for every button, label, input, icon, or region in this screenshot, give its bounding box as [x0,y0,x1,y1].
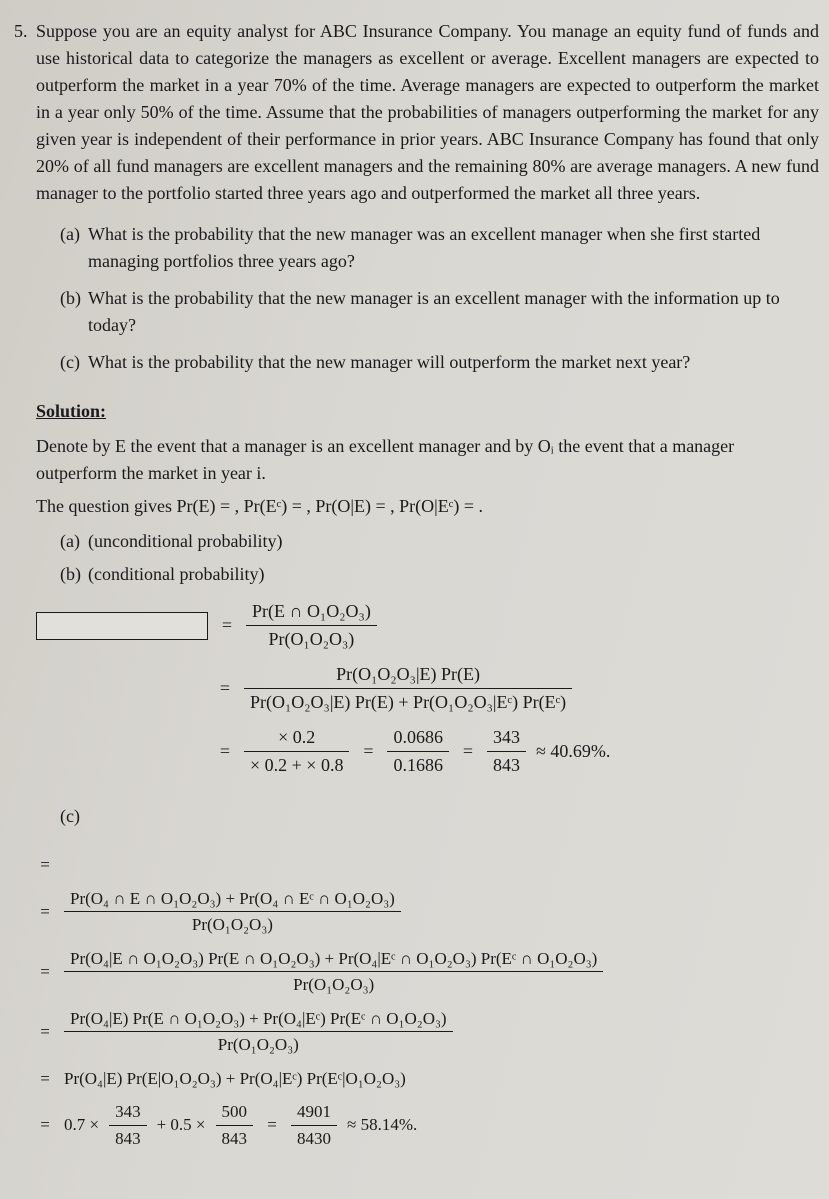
c-frac-1: Pr(O₄ ∩ E ∩ O₁O₂O₃) + Pr(O₄ ∩ Eᶜ ∩ O₁O₂O… [64,886,401,938]
solution-denote: Denote by E the event that a manager is … [36,433,819,487]
bayes-l3b-den: 0.1686 [387,752,449,779]
c-line-3: = Pr(O₄|E) Pr(E ∩ O₁O₂O₃) + Pr(O₄|Eᶜ) Pr… [36,1006,819,1058]
soln-a-label: (a) [60,528,80,555]
equals-icon: = [218,612,236,639]
bayes-frac-2: Pr(O₁O₂O₃|E) Pr(E) Pr(O₁O₂O₃|E) Pr(E) + … [244,661,572,716]
equals-icon: = [216,675,234,702]
c-l5-f2d: 843 [216,1126,254,1152]
c-line-5: = 0.7 × 343 843 + 0.5 × 500 843 = 4901 8… [36,1099,819,1151]
c-frac-2: Pr(O₄|E ∩ O₁O₂O₃) Pr(E ∩ O₁O₂O₃) + Pr(O₄… [64,946,603,998]
solution-heading: Solution: [36,398,819,425]
given-3: Pr(O|E) = , [315,496,394,516]
bayes-l3c-num: 343 [487,724,526,752]
bayes-line-2: = Pr(O₁O₂O₃|E) Pr(E) Pr(O₁O₂O₃|E) Pr(E) … [36,661,819,716]
bayes-line-1: = Pr(E ∩ O₁O₂O₃) Pr(O₁O₂O₃) [36,598,819,653]
bayes-line-3: = × 0.2 × 0.2 + × 0.8 = 0.0686 0.1686 = … [36,724,819,779]
soln-c-label: (c) [60,803,819,830]
c-l1-den: Pr(O₁O₂O₃) [64,912,401,938]
part-b-label: (b) [60,285,81,312]
part-a-text: What is the probability that the new man… [88,224,760,271]
equals-icon: = [36,852,54,878]
given-line: The question gives Pr(E) = , Pr(Eᶜ) = , … [36,493,819,520]
c-l5-f3n: 4901 [291,1099,337,1126]
equals-icon: = [263,1112,281,1138]
equals-icon: = [36,959,54,985]
c-frac-5b: 500 843 [216,1099,254,1151]
c-l3-den: Pr(O₁O₂O₃) [64,1032,453,1058]
equals-icon: = [359,738,377,765]
bayes-approx: ≈ 40.69%. [536,738,610,765]
given-1: Pr(E) = , [176,496,239,516]
c-l5-f3d: 8430 [291,1126,337,1152]
c-l5-f1n: 343 [109,1099,147,1126]
c-line-1: = Pr(O₄ ∩ E ∩ O₁O₂O₃) + Pr(O₄ ∩ Eᶜ ∩ O₁O… [36,886,819,938]
given-4: Pr(O|Eᶜ) = . [399,496,483,516]
problem-number: 5. [14,18,36,45]
c-l5-f2n: 500 [216,1099,254,1126]
bayes-l2-den: Pr(O₁O₂O₃|E) Pr(E) + Pr(O₁O₂O₃|Eᶜ) Pr(Eᶜ… [244,689,572,716]
problem-statement: Suppose you are an equity analyst for AB… [36,21,819,203]
bayes-l1-num: Pr(E ∩ O₁O₂O₃) [246,598,377,626]
bayes-l3c-den: 843 [487,752,526,779]
bayes-block: = Pr(E ∩ O₁O₂O₃) Pr(O₁O₂O₃) = Pr(O₁O₂O₃|… [36,594,819,783]
bayes-l1-den: Pr(O₁O₂O₃) [246,626,377,653]
c-frac-5a: 343 843 [109,1099,147,1151]
part-c-text: What is the probability that the new man… [88,352,690,372]
bayes-l3b-num: 0.0686 [387,724,449,752]
solution-part-a: (a) (unconditional probability) [60,528,819,555]
c-line-0: = [36,852,819,878]
bayes-frac-3c: 343 843 [487,724,526,779]
part-c-block: = = Pr(O₄ ∩ E ∩ O₁O₂O₃) + Pr(O₄ ∩ Eᶜ ∩ O… [36,848,819,1155]
equals-icon: = [36,1066,54,1092]
given-prefix: The question gives [36,496,176,516]
part-a-label: (a) [60,221,80,248]
c-l3-num: Pr(O₄|E) Pr(E ∩ O₁O₂O₃) + Pr(O₄|Eᶜ) Pr(E… [64,1006,453,1033]
part-b: (b) What is the probability that the new… [60,285,819,339]
equals-icon: = [36,1112,54,1138]
equals-icon: = [36,1019,54,1045]
solution-parts: (a) (unconditional probability) (b) (con… [36,528,819,588]
blank-box [36,612,208,640]
c-l1-num: Pr(O₄ ∩ E ∩ O₁O₂O₃) + Pr(O₄ ∩ Eᶜ ∩ O₁O₂O… [64,886,401,913]
problem-block: 5. Suppose you are an equity analyst for… [36,18,819,207]
c-l2-den: Pr(O₁O₂O₃) [64,972,603,998]
c-l4: Pr(O₄|E) Pr(E|O₁O₂O₃) + Pr(O₄|Eᶜ) Pr(Eᶜ|… [64,1066,406,1092]
c-l5-mid: + 0.5 × [157,1112,206,1138]
soln-b-text: (conditional probability) [88,564,264,584]
c-l5-f1d: 843 [109,1126,147,1152]
bayes-frac-3a: × 0.2 × 0.2 + × 0.8 [244,724,349,779]
equals-icon: = [36,899,54,925]
part-b-text: What is the probability that the new man… [88,288,780,335]
soln-a-text: (unconditional probability) [88,531,282,551]
bayes-frac-3b: 0.0686 0.1686 [387,724,449,779]
bayes-l3a-num: × 0.2 [244,724,349,752]
part-c-label: (c) [60,349,80,376]
c-line-2: = Pr(O₄|E ∩ O₁O₂O₃) Pr(E ∩ O₁O₂O₃) + Pr(… [36,946,819,998]
bayes-l2-num: Pr(O₁O₂O₃|E) Pr(E) [244,661,572,689]
soln-b-label: (b) [60,561,81,588]
c-l2-num: Pr(O₄|E ∩ O₁O₂O₃) Pr(E ∩ O₁O₂O₃) + Pr(O₄… [64,946,603,973]
c-frac-5c: 4901 8430 [291,1099,337,1151]
part-c: (c) What is the probability that the new… [60,349,819,376]
page: 5. Suppose you are an equity analyst for… [0,0,829,1199]
given-2: Pr(Eᶜ) = , [244,496,311,516]
c-line-4: = Pr(O₄|E) Pr(E|O₁O₂O₃) + Pr(O₄|Eᶜ) Pr(E… [36,1066,819,1092]
problem-parts: (a) What is the probability that the new… [36,221,819,376]
c-l5-prefix: 0.7 × [64,1112,99,1138]
bayes-frac-1: Pr(E ∩ O₁O₂O₃) Pr(O₁O₂O₃) [246,598,377,653]
c-approx: ≈ 58.14%. [347,1112,417,1138]
c-frac-3: Pr(O₄|E) Pr(E ∩ O₁O₂O₃) + Pr(O₄|Eᶜ) Pr(E… [64,1006,453,1058]
solution-part-b: (b) (conditional probability) [60,561,819,588]
bayes-l3a-den: × 0.2 + × 0.8 [244,752,349,779]
equals-icon: = [459,738,477,765]
part-a: (a) What is the probability that the new… [60,221,819,275]
equals-icon: = [216,738,234,765]
